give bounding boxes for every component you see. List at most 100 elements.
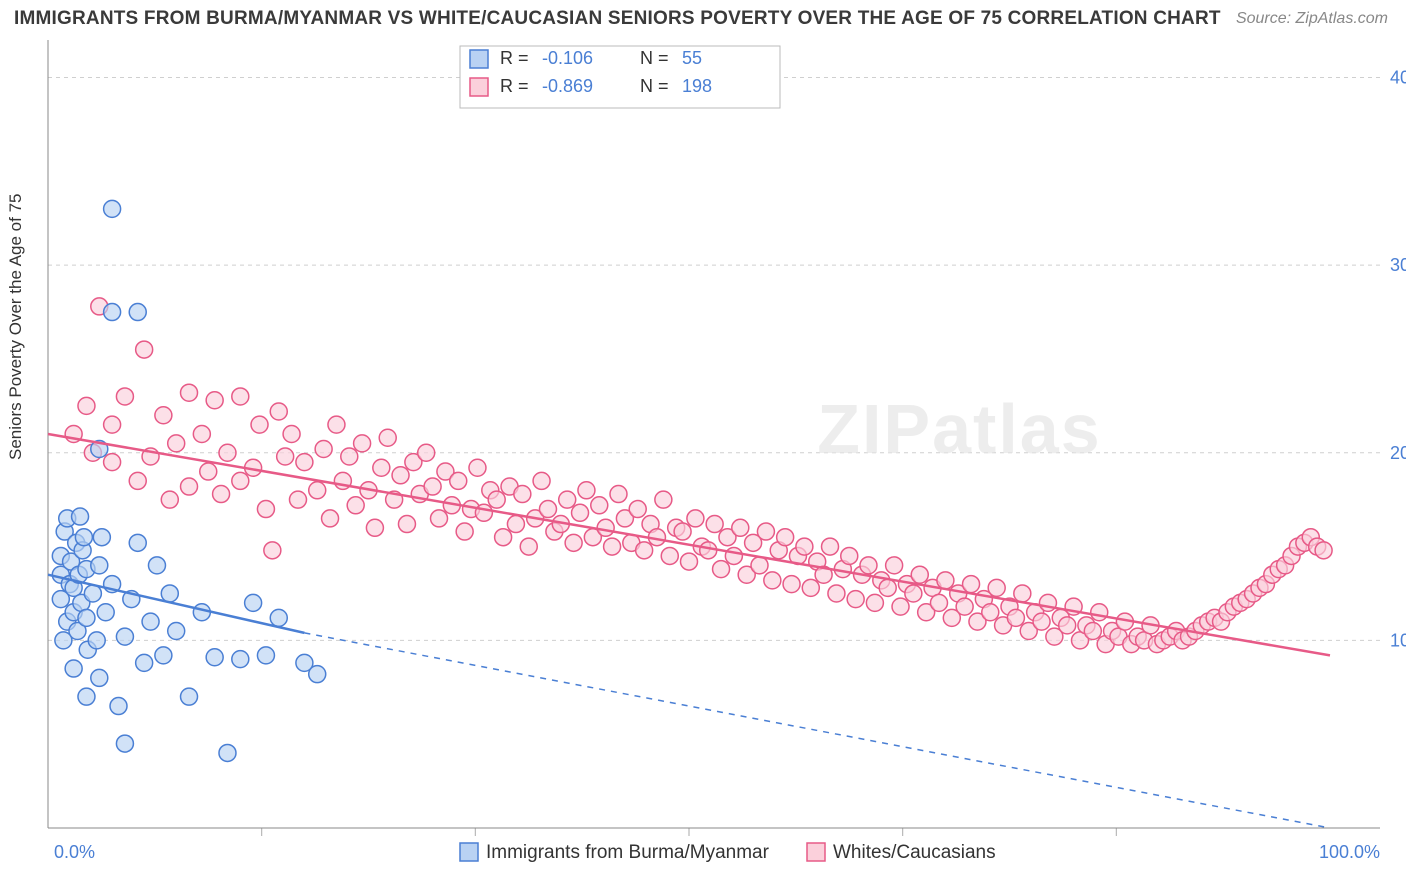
- data-point: [424, 478, 441, 495]
- data-point: [219, 744, 236, 761]
- data-point: [181, 688, 198, 705]
- data-point: [354, 435, 371, 452]
- data-point: [937, 572, 954, 589]
- data-point: [1084, 623, 1101, 640]
- data-point: [104, 416, 121, 433]
- data-point: [572, 504, 589, 521]
- data-point: [398, 516, 415, 533]
- data-point: [379, 429, 396, 446]
- data-point: [610, 486, 627, 503]
- data-point: [892, 598, 909, 615]
- data-point: [732, 519, 749, 536]
- data-point: [886, 557, 903, 574]
- data-point: [1315, 542, 1332, 559]
- legend-r-value: -0.869: [542, 76, 593, 96]
- data-point: [751, 557, 768, 574]
- legend-n-label: N =: [640, 76, 669, 96]
- data-point: [104, 454, 121, 471]
- data-point: [341, 448, 358, 465]
- data-point: [456, 523, 473, 540]
- data-point: [347, 497, 364, 514]
- data-point: [296, 454, 313, 471]
- data-point: [232, 472, 249, 489]
- data-point: [520, 538, 537, 555]
- data-point: [136, 654, 153, 671]
- x-legend-label: Immigrants from Burma/Myanmar: [486, 842, 770, 863]
- data-point: [75, 529, 92, 546]
- data-point: [78, 397, 95, 414]
- y-tick-label: 40.0%: [1390, 68, 1406, 88]
- data-point: [905, 585, 922, 602]
- data-point: [309, 482, 326, 499]
- data-point: [110, 698, 127, 715]
- data-point: [604, 538, 621, 555]
- x-legend-label: Whites/Caucasians: [833, 842, 996, 863]
- data-point: [65, 660, 82, 677]
- data-point: [1014, 585, 1031, 602]
- y-tick-label: 20.0%: [1390, 443, 1406, 463]
- data-point: [828, 585, 845, 602]
- data-point: [777, 529, 794, 546]
- data-point: [55, 632, 72, 649]
- x-tick-label: 100.0%: [1319, 842, 1380, 862]
- data-point: [277, 448, 294, 465]
- legend-n-label: N =: [640, 48, 669, 68]
- data-point: [264, 542, 281, 559]
- data-point: [866, 594, 883, 611]
- data-point: [97, 604, 114, 621]
- data-point: [1007, 609, 1024, 626]
- data-point: [539, 501, 556, 518]
- data-point: [251, 416, 268, 433]
- data-point: [431, 510, 448, 527]
- data-point: [193, 426, 210, 443]
- data-point: [104, 200, 121, 217]
- data-point: [982, 604, 999, 621]
- data-point: [88, 632, 105, 649]
- data-point: [822, 538, 839, 555]
- data-point: [91, 669, 108, 686]
- data-point: [219, 444, 236, 461]
- data-point: [841, 547, 858, 564]
- data-point: [232, 651, 249, 668]
- data-point: [392, 467, 409, 484]
- data-point: [116, 628, 133, 645]
- scatter-chart: 10.0% 20.0% 30.0% 40.0% ZIPatlas R = -0.106 N =…: [0, 0, 1406, 892]
- data-point: [168, 623, 185, 640]
- y-tick-label: 30.0%: [1390, 255, 1406, 275]
- data-point: [136, 341, 153, 358]
- legend-n-value: 198: [682, 76, 712, 96]
- legend-r-value: -0.106: [542, 48, 593, 68]
- data-point: [129, 304, 146, 321]
- data-point: [591, 497, 608, 514]
- data-point: [181, 478, 198, 495]
- regression-line-extrapolated: [304, 633, 1330, 828]
- legend-r-label: R =: [500, 48, 529, 68]
- regression-line: [48, 434, 1330, 655]
- data-point: [366, 519, 383, 536]
- data-point: [565, 534, 582, 551]
- data-point: [161, 491, 178, 508]
- data-point: [309, 666, 326, 683]
- watermark: ZIPatlas: [817, 390, 1101, 468]
- x-legend-swatch: [807, 843, 825, 861]
- data-point: [283, 426, 300, 443]
- data-point: [232, 388, 249, 405]
- data-point: [206, 649, 223, 666]
- data-point: [559, 491, 576, 508]
- data-point: [578, 482, 595, 499]
- data-point: [879, 579, 896, 596]
- data-point: [1033, 613, 1050, 630]
- data-point: [148, 557, 165, 574]
- legend-n-value: 55: [682, 48, 702, 68]
- data-point: [257, 501, 274, 518]
- y-tick-label: 10.0%: [1390, 630, 1406, 650]
- data-point: [963, 576, 980, 593]
- data-point: [418, 444, 435, 461]
- data-point: [488, 491, 505, 508]
- data-point: [104, 304, 121, 321]
- data-point: [597, 519, 614, 536]
- data-point: [450, 472, 467, 489]
- data-point: [257, 647, 274, 664]
- data-point: [1059, 617, 1076, 634]
- data-point: [78, 688, 95, 705]
